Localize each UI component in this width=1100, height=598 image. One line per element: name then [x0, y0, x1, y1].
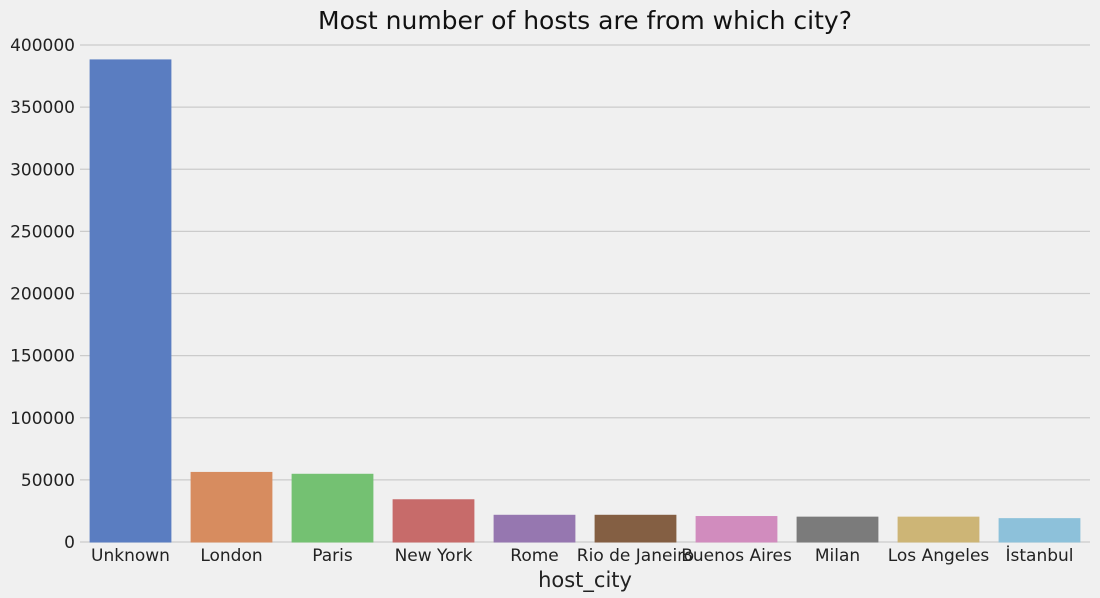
- x-tick-label: London: [200, 546, 262, 566]
- y-tick-label: 250000: [10, 222, 75, 242]
- bar: [493, 514, 576, 543]
- bar: [89, 59, 172, 543]
- x-tick-label: Rio de Janeiro: [577, 546, 694, 566]
- bar: [796, 516, 879, 543]
- bar: [594, 514, 677, 543]
- x-axis-label: host_city: [538, 568, 632, 593]
- bar: [392, 499, 475, 543]
- y-tick-label: 100000: [10, 409, 75, 429]
- x-tick-label: İstanbul: [1005, 545, 1073, 566]
- y-tick-label: 350000: [10, 98, 75, 118]
- x-tick-label: Rome: [510, 546, 558, 566]
- y-tick-label: 400000: [10, 36, 75, 56]
- y-tick-label: 50000: [21, 471, 75, 491]
- x-tick-label: Buenos Aires: [681, 546, 792, 566]
- y-tick-label: 0: [64, 533, 75, 553]
- y-axis-ticks: 0 50000 100000 150000 200000 250000 300000 3500…: [10, 36, 75, 553]
- bars: [89, 59, 1081, 543]
- chart-title: Most number of hosts are from which city…: [318, 6, 852, 35]
- bar: [897, 516, 980, 543]
- bar: [695, 516, 778, 543]
- x-tick-label: Unknown: [91, 546, 170, 566]
- x-axis-ticks: Unknown London Paris New York Rome Rio de Jan…: [91, 545, 1073, 566]
- x-tick-label: Milan: [815, 546, 860, 566]
- x-tick-label: Los Angeles: [888, 546, 990, 566]
- bar: [190, 471, 273, 543]
- y-tick-label: 200000: [10, 285, 75, 305]
- bar: [998, 518, 1081, 543]
- x-tick-label: New York: [395, 546, 473, 566]
- y-tick-label: 300000: [10, 160, 75, 180]
- y-tick-label: 150000: [10, 347, 75, 367]
- gridlines: [80, 44, 1090, 543]
- bar: [291, 473, 374, 543]
- x-tick-label: Paris: [312, 546, 353, 566]
